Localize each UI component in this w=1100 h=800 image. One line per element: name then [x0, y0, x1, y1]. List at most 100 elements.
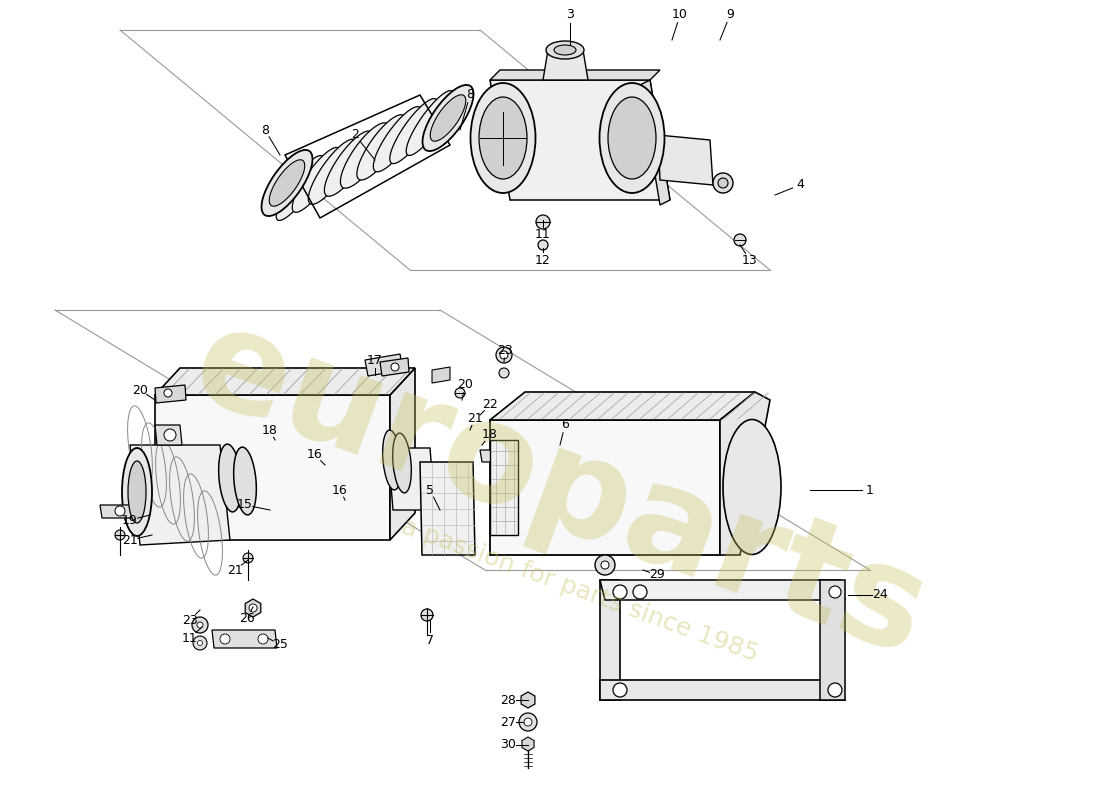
Ellipse shape	[383, 430, 402, 490]
Text: 18: 18	[482, 429, 498, 442]
Circle shape	[116, 530, 125, 540]
Ellipse shape	[608, 97, 656, 179]
Text: 28: 28	[500, 694, 516, 706]
Text: europarts: europarts	[176, 295, 944, 685]
Circle shape	[499, 368, 509, 378]
Polygon shape	[480, 450, 512, 462]
Polygon shape	[365, 354, 403, 376]
Circle shape	[249, 604, 257, 612]
Text: 17: 17	[367, 354, 383, 366]
Text: 9: 9	[726, 9, 734, 22]
Polygon shape	[658, 135, 713, 185]
Polygon shape	[600, 580, 620, 700]
Polygon shape	[379, 358, 409, 376]
Polygon shape	[100, 505, 142, 518]
Text: 7: 7	[426, 634, 434, 646]
Polygon shape	[388, 448, 434, 510]
Ellipse shape	[262, 150, 312, 216]
Polygon shape	[432, 367, 450, 383]
Circle shape	[613, 585, 627, 599]
Ellipse shape	[723, 419, 781, 554]
Polygon shape	[820, 580, 845, 700]
Circle shape	[455, 388, 465, 398]
Ellipse shape	[128, 461, 146, 523]
Polygon shape	[490, 70, 660, 80]
Ellipse shape	[340, 122, 389, 188]
Polygon shape	[490, 392, 755, 420]
Text: 23: 23	[497, 343, 513, 357]
Circle shape	[829, 586, 842, 598]
Circle shape	[713, 173, 733, 193]
Polygon shape	[212, 630, 277, 648]
Text: 18: 18	[262, 423, 278, 437]
Ellipse shape	[308, 139, 356, 204]
Ellipse shape	[471, 83, 536, 193]
Circle shape	[116, 506, 125, 516]
Ellipse shape	[276, 155, 323, 221]
Polygon shape	[490, 80, 670, 200]
Text: 5: 5	[426, 483, 434, 497]
Circle shape	[164, 429, 176, 441]
Ellipse shape	[356, 114, 406, 180]
Circle shape	[524, 718, 532, 726]
Ellipse shape	[430, 94, 465, 142]
Text: 21: 21	[122, 534, 138, 546]
Text: 15: 15	[238, 498, 253, 511]
Circle shape	[718, 178, 728, 188]
Text: 16: 16	[307, 449, 323, 462]
Text: 20: 20	[132, 383, 147, 397]
Polygon shape	[543, 50, 588, 80]
Circle shape	[164, 389, 172, 397]
Ellipse shape	[270, 160, 305, 206]
Ellipse shape	[324, 131, 373, 196]
Circle shape	[258, 634, 268, 644]
Circle shape	[197, 622, 204, 628]
Ellipse shape	[478, 97, 527, 179]
Text: 21: 21	[468, 411, 483, 425]
Circle shape	[632, 585, 647, 599]
Circle shape	[595, 555, 615, 575]
Circle shape	[192, 617, 208, 633]
Ellipse shape	[219, 444, 241, 512]
Ellipse shape	[373, 106, 421, 172]
Text: 4: 4	[796, 178, 804, 191]
Ellipse shape	[293, 147, 340, 212]
Text: 10: 10	[672, 9, 688, 22]
Circle shape	[519, 713, 537, 731]
Text: 26: 26	[239, 611, 255, 625]
Text: 16: 16	[332, 483, 348, 497]
Ellipse shape	[546, 41, 584, 59]
Text: 8: 8	[466, 89, 474, 102]
Text: 23: 23	[183, 614, 198, 626]
Text: 21: 21	[227, 563, 243, 577]
Polygon shape	[155, 425, 182, 445]
Circle shape	[198, 641, 202, 646]
Text: 25: 25	[272, 638, 288, 651]
Polygon shape	[600, 680, 845, 700]
Text: 2: 2	[351, 129, 359, 142]
Polygon shape	[490, 440, 518, 535]
Text: 11: 11	[535, 229, 551, 242]
Circle shape	[828, 683, 842, 697]
Circle shape	[734, 234, 746, 246]
Text: 24: 24	[872, 589, 888, 602]
Circle shape	[390, 363, 399, 371]
Circle shape	[601, 561, 609, 569]
Ellipse shape	[422, 85, 473, 151]
Ellipse shape	[600, 83, 664, 193]
Polygon shape	[155, 385, 186, 403]
Text: 30: 30	[500, 738, 516, 751]
Text: 22: 22	[482, 398, 498, 411]
Ellipse shape	[554, 45, 576, 55]
Polygon shape	[720, 392, 770, 555]
Ellipse shape	[233, 447, 256, 515]
Text: 6: 6	[561, 418, 569, 431]
Polygon shape	[420, 462, 475, 555]
Text: 1: 1	[866, 483, 873, 497]
Text: 11: 11	[183, 631, 198, 645]
Polygon shape	[155, 395, 390, 540]
Circle shape	[500, 351, 508, 359]
Text: 12: 12	[535, 254, 551, 266]
Text: 20: 20	[458, 378, 473, 391]
Circle shape	[421, 609, 433, 621]
